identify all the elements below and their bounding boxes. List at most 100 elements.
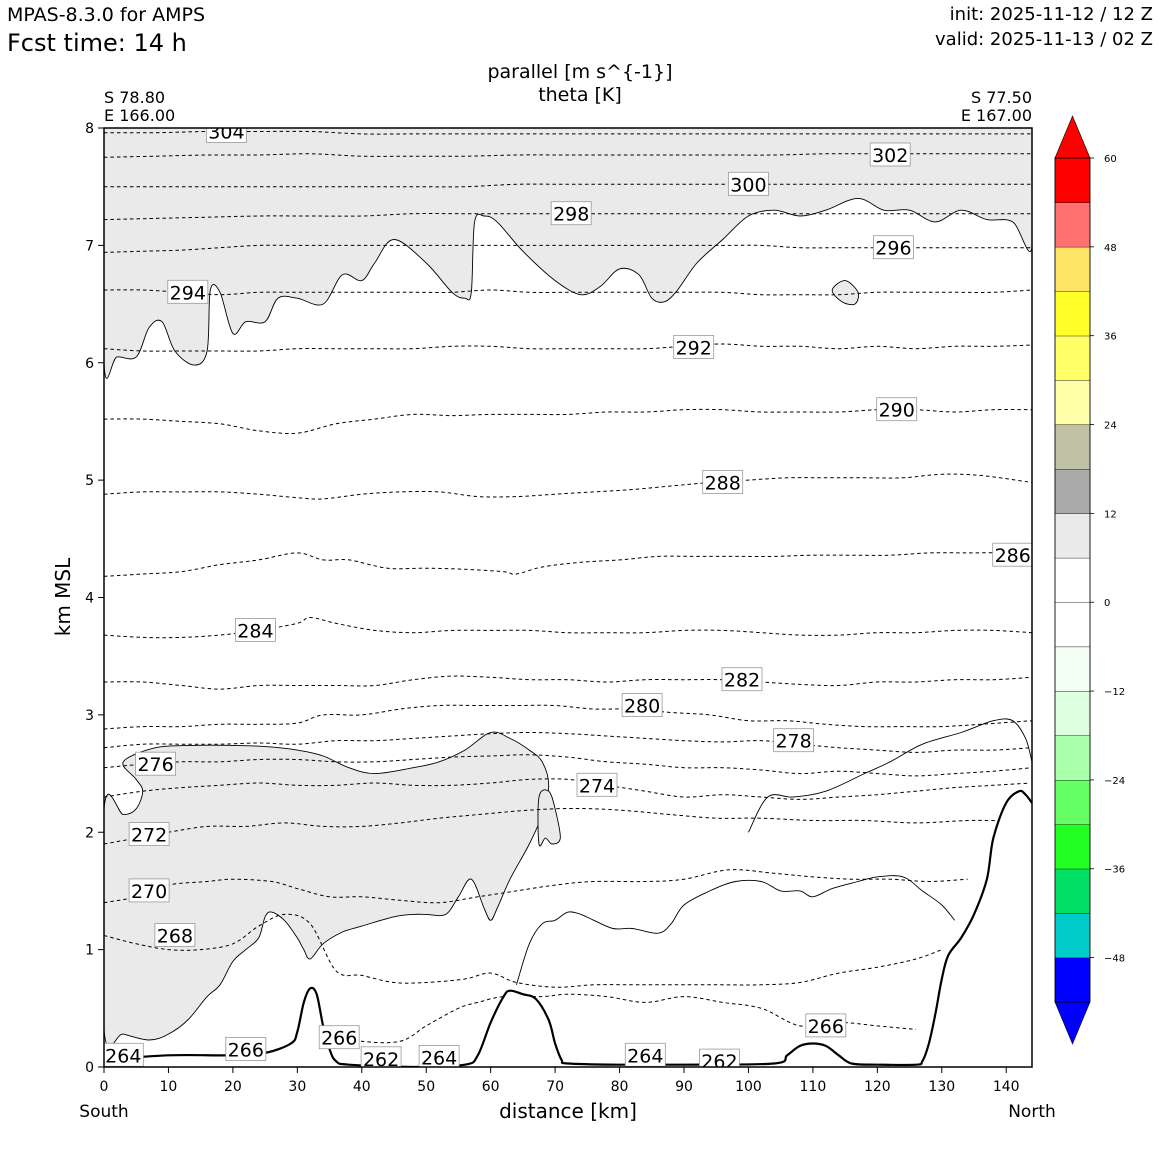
- contour-label: 270: [131, 881, 167, 903]
- contour-label-group: 264: [624, 1042, 666, 1067]
- x-tick-label: 90: [675, 1079, 693, 1095]
- y-axis-label: km MSL: [51, 557, 75, 636]
- y-tick-label: 7: [85, 238, 94, 254]
- colorbar-tick-label: 0: [1104, 598, 1110, 609]
- contour-label: 264: [627, 1045, 663, 1067]
- colorbar-segment: [1054, 513, 1091, 559]
- contour-label: 280: [624, 696, 660, 718]
- contour-label: 262: [363, 1049, 399, 1071]
- colorbar-tick-label: −24: [1104, 776, 1125, 787]
- contour-label-group: 284: [234, 618, 276, 642]
- x-tick-label: 70: [546, 1079, 564, 1095]
- colorbar-tick-label: 60: [1104, 154, 1117, 165]
- contour-label-group: 266: [318, 1025, 360, 1050]
- y-tick-label: 1: [85, 943, 94, 959]
- contour-label-group: 274: [576, 772, 618, 797]
- colorbar-segment: [1054, 157, 1091, 203]
- colorbar-segment: [1054, 202, 1091, 248]
- theta-contour-276: [104, 754, 1032, 777]
- colorbar-segment: [1054, 602, 1091, 648]
- colorbar-tick-label: −48: [1104, 954, 1125, 965]
- x-tick-label: 60: [482, 1079, 500, 1095]
- colorbar-segment: [1054, 246, 1091, 292]
- x-tick-label: 0: [100, 1079, 109, 1095]
- contour-label: 272: [131, 825, 167, 847]
- colorbar-segment: [1054, 824, 1091, 870]
- contour-label-group: 288: [702, 470, 744, 495]
- y-tick-label: 5: [85, 473, 94, 489]
- colorbar-tick-label: −36: [1104, 865, 1125, 876]
- valid-time: valid: 2025-11-13 / 02 Z: [935, 29, 1153, 50]
- contour-label-box: [673, 335, 715, 359]
- init-time: init: 2025-11-12 / 12 Z: [949, 4, 1153, 25]
- end-end-label: North: [1008, 1102, 1056, 1122]
- colorbar-segment: [1054, 335, 1091, 381]
- contour-label-box: [805, 1013, 847, 1038]
- contour-label-group: 266: [805, 1013, 847, 1038]
- y-axis: 0 1 2 3 4 5 6 7 8: [85, 121, 104, 1076]
- x-tick-label: 140: [993, 1079, 1020, 1095]
- contour-label-box: [418, 1045, 460, 1067]
- contour-label-group: 276: [135, 751, 177, 776]
- shaded-regions: [104, 128, 1032, 1048]
- contour-label: 286: [995, 545, 1031, 567]
- chart-title-line2: theta [K]: [538, 84, 622, 106]
- contour-label: 294: [170, 282, 206, 304]
- contour-label-group: 266: [225, 1037, 267, 1061]
- contour-label-group: 280: [621, 693, 663, 718]
- theta-contour-268: [104, 913, 942, 988]
- model-title: MPAS-8.3.0 for AMPS: [7, 4, 206, 26]
- theta-contour-282: [104, 675, 1032, 690]
- colorbar-frame: [1054, 157, 1091, 1003]
- theta-contour-266: [322, 993, 917, 1044]
- contour-label: 304: [208, 122, 244, 144]
- contour-label: 282: [724, 670, 760, 692]
- x-tick-label: 110: [800, 1079, 827, 1095]
- contour-label-box: [702, 470, 744, 494]
- contour-label: 264: [421, 1048, 457, 1070]
- contour-label-box: [234, 618, 276, 642]
- colorbar-tick-label: 36: [1104, 332, 1117, 343]
- contour-label: 300: [730, 174, 766, 196]
- contour-label: 284: [237, 620, 273, 642]
- colorbar-segment: [1054, 424, 1091, 470]
- contour-label-group: 278: [773, 728, 814, 753]
- contour-label-group: 296: [873, 235, 914, 260]
- colorbar-segment: [1054, 735, 1091, 781]
- contour-label-group: 272: [128, 822, 170, 847]
- start-end-label: South: [79, 1102, 128, 1122]
- theta-contour-274: [104, 778, 1032, 800]
- contour-label-group: 282: [721, 667, 763, 692]
- x-axis: 0 10 20 30 40 50 60 70 80 90 100 110 120 130 140: [100, 1067, 1020, 1095]
- contour-label-box: [876, 397, 918, 422]
- contour-label-box: [576, 772, 618, 797]
- contour-label-group: 302: [869, 142, 911, 167]
- contour-label-group: 262: [699, 1048, 740, 1067]
- colorbar-tick-label: 24: [1104, 421, 1117, 432]
- contour-label: 266: [808, 1016, 844, 1038]
- contour-label-group: 264: [104, 1042, 144, 1067]
- contour-label: 296: [875, 238, 911, 260]
- plot-area: 304 302 300 298 296 294 292 290 288 286 284 282 280 2…: [104, 122, 1032, 1071]
- terrain-fill: [104, 772, 1032, 1067]
- contour-label-box: [154, 923, 196, 947]
- x-tick-label: 80: [611, 1079, 629, 1095]
- contour-label-group: 286: [992, 542, 1032, 567]
- contour-label: 266: [321, 1028, 357, 1050]
- contour-label-box: [873, 235, 914, 260]
- contour-label-group: 264: [418, 1045, 460, 1070]
- shaded-region: [537, 789, 561, 847]
- x-tick-label: 10: [160, 1079, 178, 1095]
- contour-label-group: 262: [360, 1046, 402, 1071]
- x-tick-label: 30: [288, 1079, 306, 1095]
- y-tick-label: 2: [85, 825, 94, 841]
- colorbar-segment: [1054, 690, 1091, 736]
- contour-label-box: [699, 1048, 740, 1067]
- y-tick-label: 0: [85, 1060, 94, 1076]
- contour-label-group: 290: [876, 397, 918, 422]
- x-tick-label: 120: [864, 1079, 891, 1095]
- contour-label: 298: [553, 204, 589, 226]
- contour-label: 276: [137, 754, 173, 776]
- contour-label-box: [992, 542, 1032, 567]
- end-lat: S 77.50: [971, 88, 1032, 107]
